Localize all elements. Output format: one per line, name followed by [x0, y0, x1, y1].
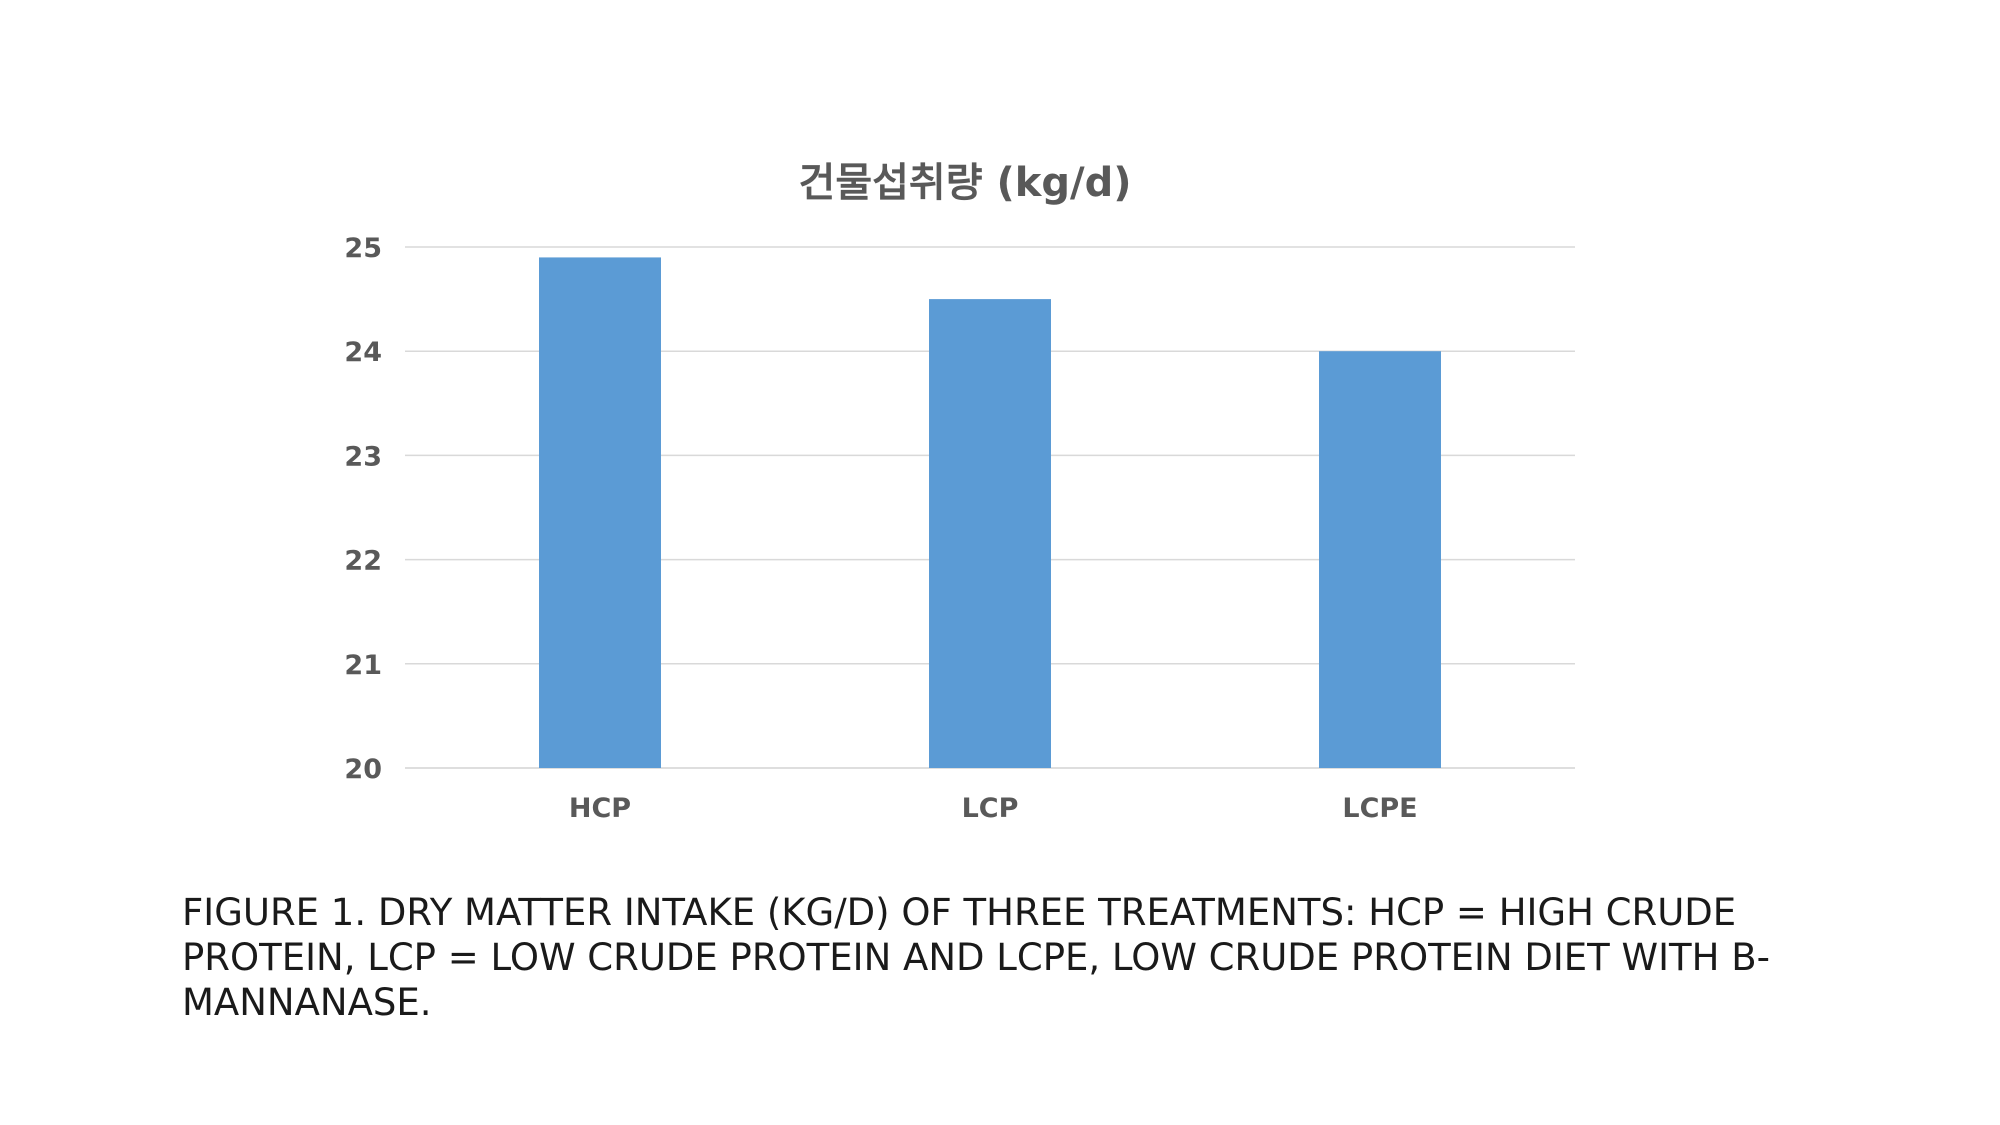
bar-hcp: [539, 257, 661, 768]
x-tick-label-hcp: HCP: [569, 793, 631, 824]
x-tick-label-lcpe: LCPE: [1342, 793, 1417, 824]
y-tick-label: 20: [344, 754, 382, 785]
figure-caption: FIGURE 1. DRY MATTER INTAKE (KG/D) OF TH…: [182, 891, 1770, 1024]
x-axis-tick-labels: HCP LCP LCPE: [569, 793, 1418, 824]
bars: [539, 257, 1441, 768]
y-tick-label: 25: [344, 233, 382, 264]
y-axis-tick-labels: 20 21 22 23 24 25: [344, 233, 382, 785]
y-tick-label: 23: [344, 441, 382, 472]
chart-title: 건물섭취량 (kg/d): [799, 160, 1132, 206]
y-tick-label: 21: [344, 650, 382, 681]
y-tick-label: 24: [344, 337, 382, 368]
bar-lcpe: [1319, 351, 1441, 768]
y-tick-label: 22: [344, 546, 382, 577]
bar-lcp: [929, 299, 1051, 768]
x-tick-label-lcp: LCP: [962, 793, 1019, 824]
bar-chart: 건물섭취량 (kg/d) 20 21 22 23 24 25 HCP LCP LCPE: [344, 160, 1575, 824]
